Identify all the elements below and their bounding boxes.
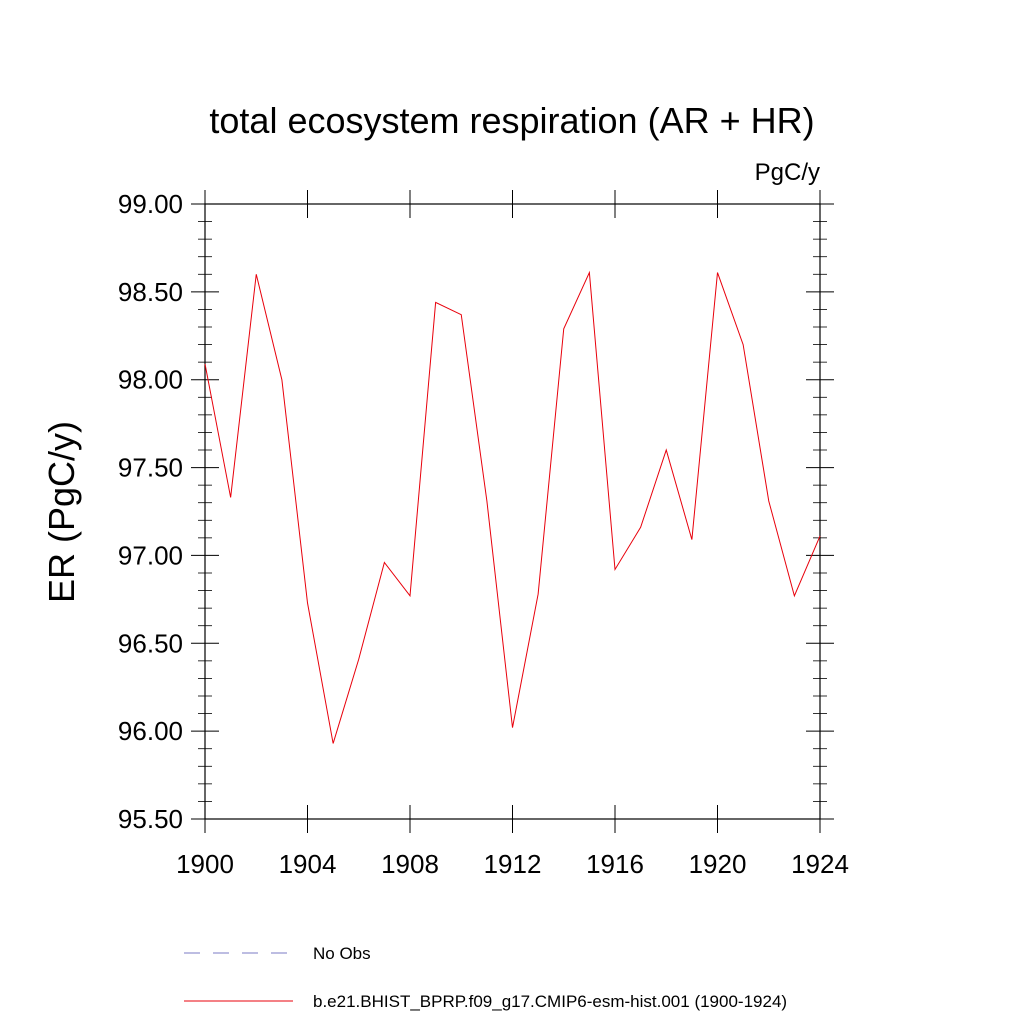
x-tick-label: 1924 (791, 849, 849, 879)
x-tick-label: 1916 (586, 849, 644, 879)
y-tick-label: 97.00 (118, 540, 183, 570)
y-tick-label: 95.50 (118, 804, 183, 834)
y-axis-label: ER (PgC/y) (41, 421, 82, 603)
x-tick-label: 1904 (279, 849, 337, 879)
legend: No Obs b.e21.BHIST_BPRP.f09_g17.CMIP6-esm… (184, 944, 787, 1011)
x-tick-labels: 1900 1904 1908 1912 1916 1920 1924 (176, 849, 849, 879)
y-tick-label: 96.00 (118, 716, 183, 746)
chart-title: total ecosystem respiration (AR + HR) (209, 100, 814, 141)
x-tick-label: 1900 (176, 849, 234, 879)
y-tick-label: 99.00 (118, 189, 183, 219)
units-label: PgC/y (755, 159, 820, 186)
x-tick-label: 1920 (689, 849, 747, 879)
series-layer (204, 270, 821, 744)
x-tick-label: 1908 (381, 849, 439, 879)
series-line (204, 270, 821, 744)
y-tick-label: 97.50 (118, 453, 183, 483)
legend-label: No Obs (313, 944, 371, 963)
y-tick-labels: 95.50 96.00 96.50 97.00 97.50 98.00 98.50 99.00 (118, 189, 183, 834)
major-ticks (191, 190, 834, 833)
x-tick-label: 1912 (484, 849, 542, 879)
y-tick-label: 98.50 (118, 277, 183, 307)
y-tick-label: 98.00 (118, 365, 183, 395)
legend-label: b.e21.BHIST_BPRP.f09_g17.CMIP6-esm-hist.… (313, 992, 787, 1011)
y-tick-label: 96.50 (118, 628, 183, 658)
minor-ticks (198, 221, 827, 802)
